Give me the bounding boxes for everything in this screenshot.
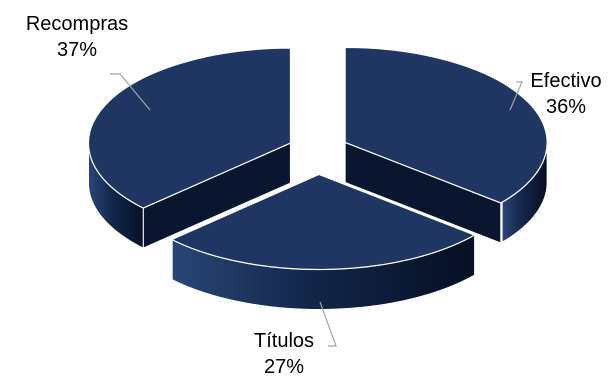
slice-recompras — [87, 47, 292, 249]
label-recompras-name: Recompras — [26, 13, 128, 35]
slice-top-recompras — [87, 47, 292, 209]
slice-efectivo — [344, 46, 548, 244]
label-efectivo-pct: 36% — [546, 96, 586, 118]
pie-slices — [87, 46, 548, 310]
slice-top-efectivo — [344, 46, 548, 204]
leader-line-titulos — [319, 301, 337, 347]
leader-line-recompras — [110, 73, 151, 111]
label-titulos-name: Títulos — [254, 330, 314, 352]
slice-top-titulos — [170, 173, 476, 271]
label-titulos-pct: 27% — [264, 356, 304, 377]
leader-line-efectivo — [509, 81, 523, 111]
label-recompras-pct: 37% — [57, 39, 97, 61]
slice-titulos — [170, 173, 476, 310]
label-efectivo-name: Efectivo — [530, 70, 601, 92]
